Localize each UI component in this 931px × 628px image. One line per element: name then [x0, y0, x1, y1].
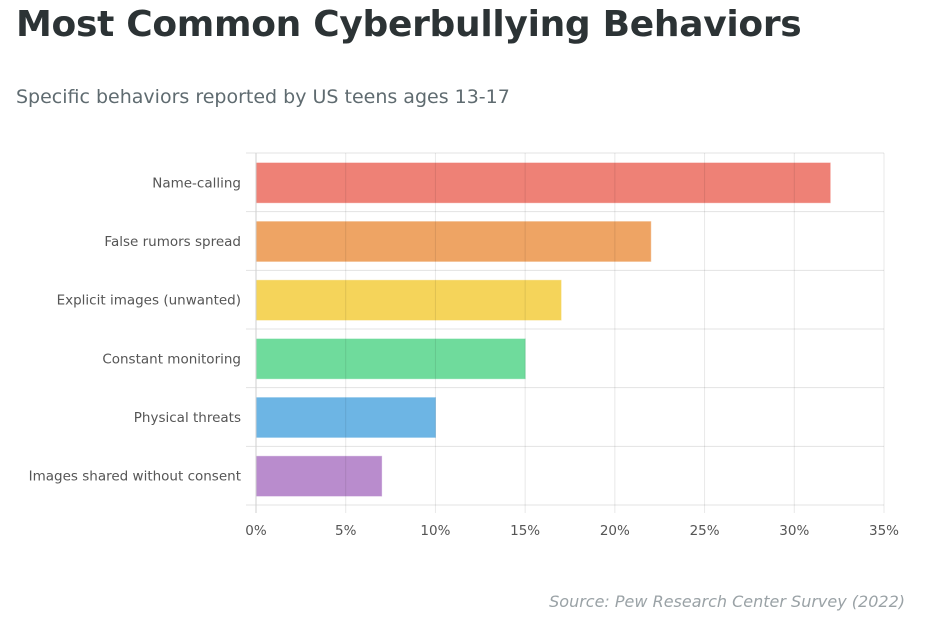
x-tick-label: 10%: [420, 523, 450, 539]
x-tick-label: 35%: [869, 523, 899, 539]
bar: [255, 455, 383, 497]
x-tick-label: 30%: [779, 523, 809, 539]
bar: [255, 338, 526, 380]
x-tick-label: 25%: [690, 523, 720, 539]
category-label: Constant monitoring: [102, 351, 241, 367]
bar: [255, 162, 831, 204]
x-tick-label: 5%: [335, 523, 357, 539]
source-note: Source: Pew Research Center Survey (2022…: [549, 592, 905, 611]
category-label: False rumors spread: [104, 234, 241, 250]
bar: [255, 221, 652, 262]
bar: [255, 397, 436, 438]
chart-subtitle: Specific behaviors reported by US teens …: [16, 86, 510, 108]
category-label: Images shared without consent: [29, 469, 241, 485]
x-tick-label: 15%: [510, 523, 540, 539]
bar: [255, 279, 562, 321]
chart-title: Most Common Cyberbullying Behaviors: [16, 4, 802, 45]
x-tick-label: 20%: [600, 523, 630, 539]
category-label: Physical threats: [134, 410, 241, 426]
x-tick-label: 0%: [245, 523, 267, 539]
category-label: Explicit images (unwanted): [57, 293, 241, 309]
category-label: Name-calling: [152, 175, 241, 191]
